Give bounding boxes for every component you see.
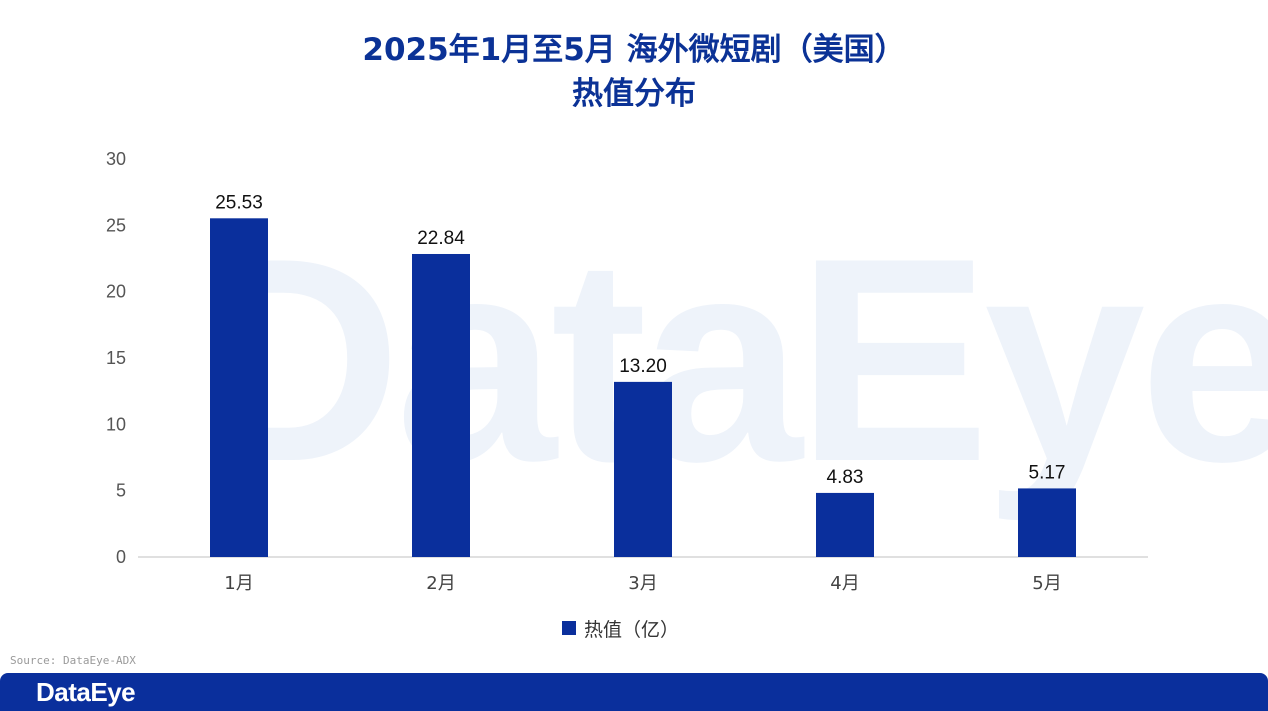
- y-tick-label: 10: [106, 414, 126, 434]
- footer-logo: DataEye: [36, 677, 136, 707]
- footer-bar: DataEye: [0, 673, 1268, 711]
- bar-value-label: 25.53: [215, 192, 263, 213]
- bar-value-label: 13.20: [619, 356, 667, 377]
- legend: 热值（亿）: [562, 616, 680, 641]
- x-tick-label: 4月: [830, 573, 859, 594]
- x-tick-label: 1月: [224, 573, 253, 594]
- legend-swatch: [562, 621, 576, 635]
- chart-title-line1: 2025年1月至5月 海外微短剧（美国）: [362, 32, 906, 68]
- source-note: Source: DataEye-ADX: [10, 654, 136, 667]
- bar-value-label: 5.17: [1029, 462, 1066, 483]
- bar: [210, 218, 268, 557]
- y-tick-label: 30: [106, 149, 126, 169]
- x-tick-label: 3月: [628, 573, 657, 594]
- bar: [412, 253, 470, 558]
- y-tick-label: 5: [116, 481, 126, 501]
- x-tick-label: 5月: [1032, 573, 1061, 594]
- bar: [1018, 488, 1076, 557]
- legend-label: 热值（亿）: [584, 618, 680, 641]
- bar-value-label: 22.84: [417, 228, 465, 249]
- y-tick-label: 25: [106, 215, 126, 235]
- bar-value-label: 4.83: [827, 467, 864, 488]
- bar: [614, 381, 672, 557]
- y-tick-label: 15: [106, 348, 126, 368]
- y-tick-label: 20: [106, 282, 126, 302]
- y-tick-label: 0: [116, 547, 126, 567]
- chart-title-line2: 热值分布: [572, 76, 696, 112]
- chart-title: 2025年1月至5月 海外微短剧（美国） 热值分布: [0, 28, 1268, 116]
- bar: [816, 492, 874, 557]
- x-tick-label: 2月: [426, 573, 455, 594]
